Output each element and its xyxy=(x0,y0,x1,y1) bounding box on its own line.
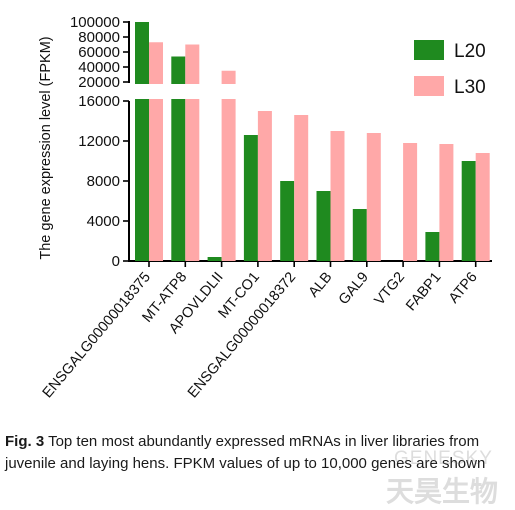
y-upper-100000-label: 100000 xyxy=(70,14,120,31)
bar-l20-ensgalg00000018372 xyxy=(280,181,295,261)
bar-l30-mt-co1 xyxy=(257,111,272,261)
caption-text: Top ten most abundantly expressed mRNAs … xyxy=(5,433,486,472)
x-label-ensgalg00000018375: ENSGALG00000018375 xyxy=(40,269,154,401)
watermark-cn: 天昊生物 xyxy=(386,475,499,508)
bar-l20-alb xyxy=(316,191,331,261)
bar-l30-atp6 xyxy=(475,153,490,261)
bar-l20-fabp1 xyxy=(425,232,440,261)
bars xyxy=(121,22,494,261)
watermark-logo: GENESKY 天昊生物 xyxy=(368,448,513,508)
bar-l30-ensgalg00000018375 xyxy=(149,42,163,261)
x-label-alb: ALB xyxy=(306,269,336,300)
bar-l30-ensgalg00000018372 xyxy=(294,115,309,261)
legend-swatch-l20 xyxy=(414,40,444,60)
legend-label-l30: L30 xyxy=(454,77,486,98)
bar-l30-fabp1 xyxy=(439,144,454,261)
x-label-fabp1: FABP1 xyxy=(403,269,444,314)
x-label-atp6: ATP6 xyxy=(446,269,481,306)
chart: 0 4000 8000 12000 16000 200004000060000800001… xyxy=(38,14,494,401)
y-upper-40000-label: 40000 xyxy=(78,59,120,76)
x-label-vtg2: VTG2 xyxy=(372,269,409,308)
y-lower-0-label: 0 xyxy=(112,253,120,270)
figure-caption: Fig. 3 Top ten most abundantly expressed… xyxy=(5,431,510,475)
axis-break xyxy=(121,84,494,99)
y-lower-16000-label: 16000 xyxy=(78,93,120,110)
x-label-gal9: GAL9 xyxy=(336,269,372,308)
y-upper-60000-label: 60000 xyxy=(78,44,120,61)
y-upper-20000-label: 20000 xyxy=(78,74,120,91)
bar-l20-apovldlii xyxy=(207,257,222,261)
bar-l20-mt-atp8 xyxy=(171,56,186,261)
watermark-en: GENESKY xyxy=(394,448,493,469)
caption-label: Fig. 3 xyxy=(5,433,45,450)
bar-l30-alb xyxy=(330,131,345,261)
bar-l20-atp6 xyxy=(461,161,476,261)
y-lower-4000-label: 4000 xyxy=(87,213,120,230)
legend-swatch-l30 xyxy=(414,76,444,96)
legend-label-l20: L20 xyxy=(454,41,486,62)
bar-l30-apovldlii xyxy=(221,70,236,261)
y-upper-80000-label: 80000 xyxy=(78,29,120,46)
bar-l30-mt-atp8 xyxy=(185,44,200,261)
x-tick-labels: ENSGALG00000018375MT-ATP8APOVLDLIIMT-CO1… xyxy=(40,269,481,401)
bar-l30-gal9 xyxy=(366,133,381,261)
bar-l20-ensgalg00000018375 xyxy=(135,22,149,261)
bar-l20-gal9 xyxy=(352,209,367,261)
y-lower-8000-label: 8000 xyxy=(87,173,120,190)
bar-l30-vtg2 xyxy=(403,143,418,261)
legend: L20 L30 xyxy=(414,40,486,98)
y-lower-12000-label: 12000 xyxy=(78,133,120,150)
bar-l20-mt-co1 xyxy=(243,135,258,261)
y-axis-label: The gene expression level (FPKM) xyxy=(38,36,54,259)
